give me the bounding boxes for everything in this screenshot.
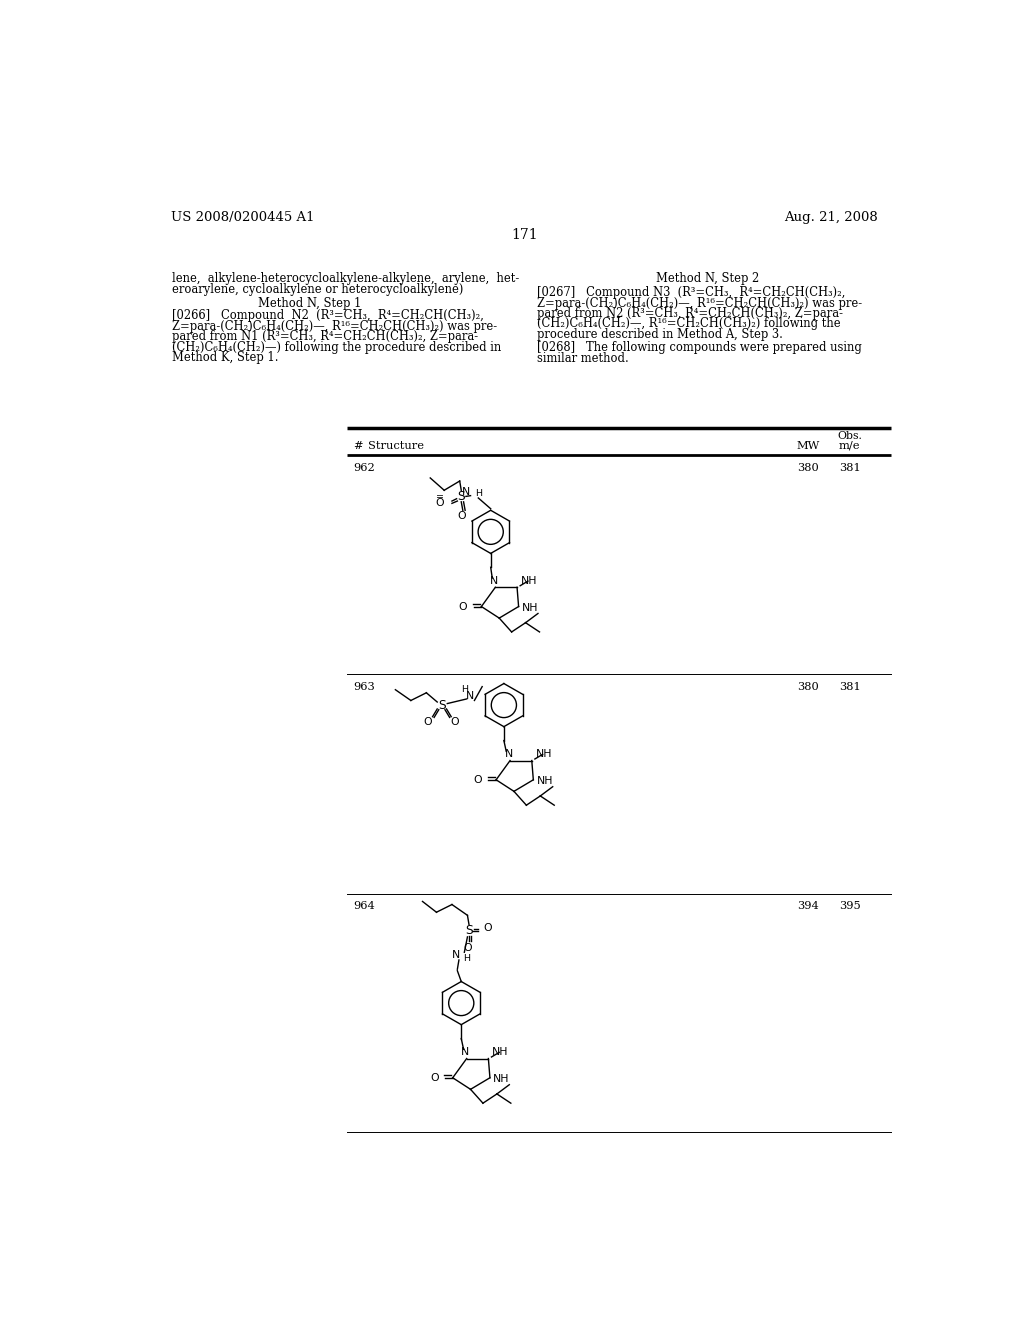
Text: N: N bbox=[452, 950, 460, 961]
Text: O: O bbox=[435, 498, 444, 508]
Text: US 2008/0200445 A1: US 2008/0200445 A1 bbox=[171, 211, 314, 224]
Text: NH: NH bbox=[493, 1047, 509, 1057]
Text: [0267]   Compound N3  (R³=CH₃,  R⁴=CH₂CH(CH₃)₂,: [0267] Compound N3 (R³=CH₃, R⁴=CH₂CH(CH₃… bbox=[538, 286, 846, 300]
Text: N: N bbox=[461, 1047, 469, 1057]
Text: O: O bbox=[457, 511, 466, 521]
Text: NH: NH bbox=[536, 750, 552, 759]
Text: O: O bbox=[473, 775, 482, 785]
Text: Obs.: Obs. bbox=[837, 430, 862, 441]
Text: S: S bbox=[438, 698, 445, 711]
Text: 395: 395 bbox=[839, 902, 860, 911]
Text: O: O bbox=[463, 942, 472, 953]
Text: O: O bbox=[450, 717, 459, 727]
Text: N: N bbox=[462, 487, 471, 496]
Text: #: # bbox=[352, 441, 362, 451]
Text: Method N, Step 2: Method N, Step 2 bbox=[656, 272, 760, 285]
Text: m/e: m/e bbox=[839, 441, 860, 451]
Text: Method N, Step 1: Method N, Step 1 bbox=[258, 297, 361, 310]
Text: N: N bbox=[489, 576, 498, 586]
Text: Method K, Step 1.: Method K, Step 1. bbox=[172, 351, 279, 364]
Text: 380: 380 bbox=[798, 682, 819, 692]
Text: (CH₂)C₆H₄(CH₂)—) following the procedure described in: (CH₂)C₆H₄(CH₂)—) following the procedure… bbox=[172, 341, 502, 354]
Text: 381: 381 bbox=[839, 462, 860, 473]
Text: O: O bbox=[483, 923, 492, 933]
Text: H: H bbox=[463, 954, 470, 962]
Text: S: S bbox=[465, 924, 473, 937]
Text: H: H bbox=[462, 685, 469, 694]
Text: [0268]   The following compounds were prepared using: [0268] The following compounds were prep… bbox=[538, 342, 862, 354]
Text: Z=para-(CH₂)C₆H₄(CH₂)—, R¹⁶=CH₂CH(CH₃)₂) was pre-: Z=para-(CH₂)C₆H₄(CH₂)—, R¹⁶=CH₂CH(CH₃)₂)… bbox=[538, 297, 862, 310]
Text: MW: MW bbox=[797, 441, 820, 451]
Text: Z=para-(CH₂)C₆H₄(CH₂)—, R¹⁶=CH₂CH(CH₃)₂) was pre-: Z=para-(CH₂)C₆H₄(CH₂)—, R¹⁶=CH₂CH(CH₃)₂)… bbox=[172, 319, 498, 333]
Text: Structure: Structure bbox=[369, 441, 424, 451]
Text: 381: 381 bbox=[839, 682, 860, 692]
Text: O: O bbox=[430, 1073, 438, 1082]
Text: N: N bbox=[505, 750, 513, 759]
Text: O: O bbox=[424, 717, 432, 727]
Text: S: S bbox=[458, 490, 465, 503]
Text: 171: 171 bbox=[511, 227, 539, 242]
Text: (CH₂)C₆H₄(CH₂)—, R¹⁶=CH₂CH(CH₃)₂) following the: (CH₂)C₆H₄(CH₂)—, R¹⁶=CH₂CH(CH₃)₂) follow… bbox=[538, 317, 841, 330]
Text: N: N bbox=[466, 690, 474, 701]
Text: 394: 394 bbox=[798, 902, 819, 911]
Text: pared from N2 (R³=CH₃, R⁴=CH₂CH(CH₃)₂, Z=para-: pared from N2 (R³=CH₃, R⁴=CH₂CH(CH₃)₂, Z… bbox=[538, 308, 843, 319]
Text: =: = bbox=[436, 492, 444, 500]
Text: lene,  alkylene-heterocycloalkylene-alkylene,  arylene,  het-: lene, alkylene-heterocycloalkylene-alkyl… bbox=[172, 272, 519, 285]
Text: procedure described in Method A, Step 3.: procedure described in Method A, Step 3. bbox=[538, 327, 783, 341]
Text: NH: NH bbox=[537, 776, 553, 787]
Text: 380: 380 bbox=[798, 462, 819, 473]
Text: 962: 962 bbox=[352, 462, 375, 473]
Text: NH: NH bbox=[521, 603, 539, 612]
Text: similar method.: similar method. bbox=[538, 351, 629, 364]
Text: pared from N1 (R³=CH₃, R⁴=CH₂CH(CH₃)₂, Z=para-: pared from N1 (R³=CH₃, R⁴=CH₂CH(CH₃)₂, Z… bbox=[172, 330, 478, 343]
Text: Aug. 21, 2008: Aug. 21, 2008 bbox=[784, 211, 879, 224]
Text: 963: 963 bbox=[352, 682, 375, 692]
Text: [0266]   Compound  N2  (R³=CH₃,  R⁴=CH₂CH(CH₃)₂,: [0266] Compound N2 (R³=CH₃, R⁴=CH₂CH(CH₃… bbox=[172, 309, 484, 322]
Text: NH: NH bbox=[493, 1074, 510, 1084]
Text: O: O bbox=[459, 602, 467, 611]
Text: NH: NH bbox=[521, 576, 538, 586]
Text: eroarylene, cycloalkylene or heterocycloalkylene): eroarylene, cycloalkylene or heterocyclo… bbox=[172, 284, 464, 296]
Text: 964: 964 bbox=[352, 902, 375, 911]
Text: H: H bbox=[475, 488, 482, 498]
